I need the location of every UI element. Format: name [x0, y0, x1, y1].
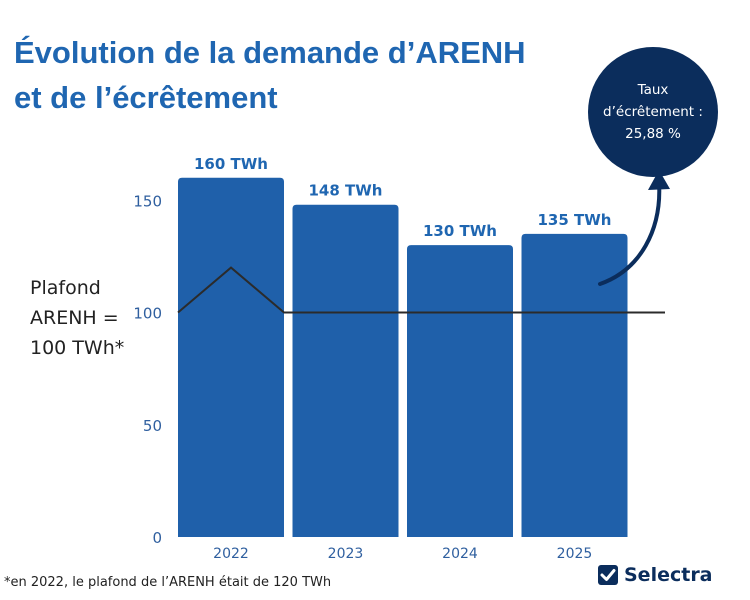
- bar: [292, 204, 399, 538]
- brand-logo: Selectra: [598, 564, 713, 586]
- bar-data-label: 135 TWh: [538, 211, 612, 229]
- chart-title-line-2: et de l’écrêtement: [14, 80, 278, 115]
- x-tick-label: 2023: [328, 546, 364, 562]
- chart-title-line-1: Évolution de la demande d’ARENH: [14, 35, 526, 70]
- x-tick-label: 2024: [442, 546, 478, 562]
- bar: [521, 233, 628, 538]
- arrow-curve: [598, 180, 662, 286]
- y-tick-label: 150: [133, 192, 162, 210]
- cap-annotation-line-1: Plafond: [30, 277, 101, 299]
- bar-data-label: 160 TWh: [194, 155, 268, 173]
- bar-data-label: 130 TWh: [423, 222, 497, 240]
- x-tick-label: 2025: [557, 546, 593, 562]
- y-tick-label: 50: [143, 417, 162, 435]
- x-tick-label: 2022: [213, 546, 249, 562]
- footnote: *en 2022, le plafond de l’ARENH était de…: [4, 575, 332, 590]
- cap-annotation-line-3: 100 TWh*: [30, 337, 125, 359]
- cap-annotation: Plafond ARENH = 100 TWh*: [30, 273, 124, 363]
- y-tick-label: 100: [133, 305, 162, 323]
- bar-data-label: 148 TWh: [309, 182, 383, 200]
- chart-title: Évolution de la demande d’ARENH et de l’…: [14, 30, 584, 120]
- cap-annotation-line-2: ARENH =: [30, 307, 119, 329]
- bar: [407, 245, 513, 537]
- bar: [178, 177, 284, 538]
- brand-name: Selectra: [624, 564, 713, 586]
- curtailment-rate-value: 25,88 %: [625, 126, 681, 142]
- cap-line: [177, 266, 665, 314]
- y-tick-label: 0: [152, 529, 162, 547]
- curtailment-rate-line-1: Taux: [637, 82, 669, 98]
- curtailment-rate-bubble: Taux d’écrêtement : 25,88 %: [588, 47, 718, 177]
- curtailment-rate-line-2: d’écrêtement :: [603, 104, 703, 120]
- arrow-head-icon: [648, 170, 670, 190]
- checkbox-logo-icon: [598, 565, 618, 585]
